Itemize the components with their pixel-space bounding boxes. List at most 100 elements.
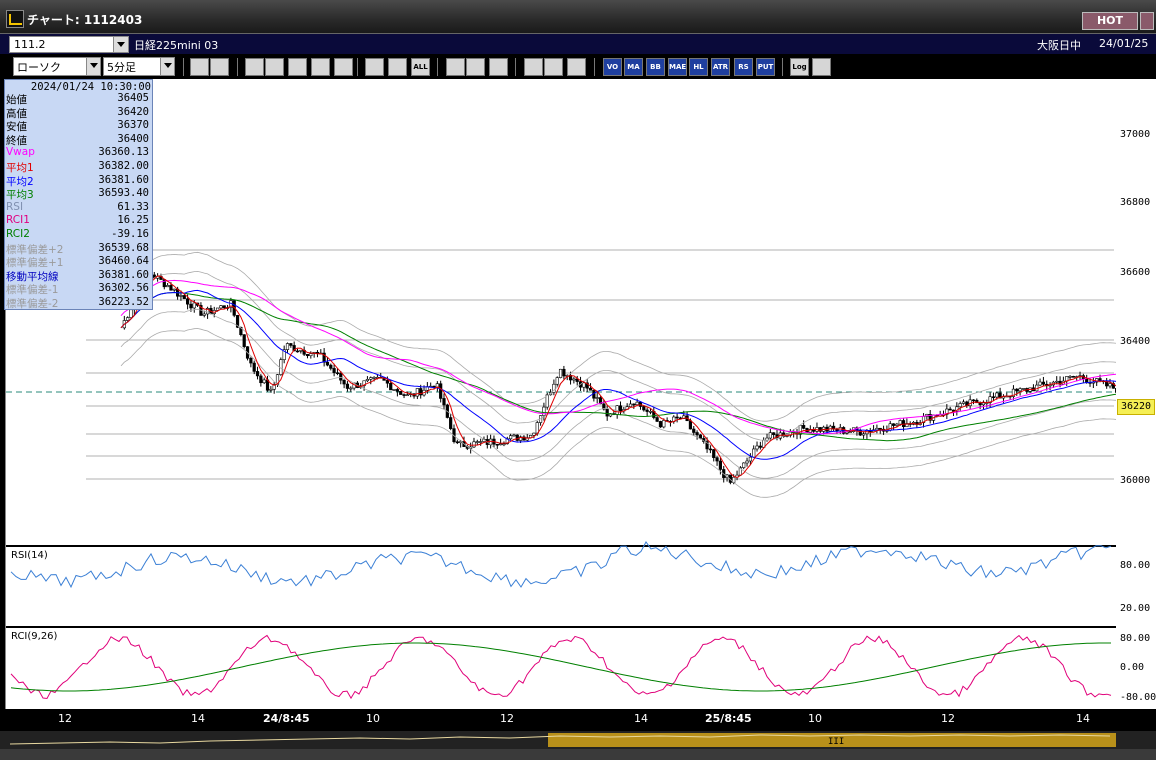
symbol-bar: 日経225mini 03 大阪日中 24/01/25 <box>0 34 1156 54</box>
time-label: 12 <box>500 712 514 725</box>
info-label: 平均2 <box>6 175 34 188</box>
candle-body <box>535 422 539 434</box>
info-value: 36223.52 <box>98 296 149 308</box>
zoom-in-tool-button[interactable]: zoom-in <box>190 58 209 76</box>
info-value: 36593.40 <box>98 187 149 200</box>
candle-body <box>189 303 193 309</box>
candle-body <box>405 394 409 397</box>
candle-body <box>605 408 609 417</box>
candle-body <box>688 420 693 430</box>
candle-body <box>542 406 546 416</box>
window-close-button[interactable] <box>1140 12 1154 30</box>
info-row: 平均1 36382.00 <box>5 160 151 174</box>
candle-body <box>1068 376 1072 378</box>
cross-tool-button[interactable]: cross <box>288 58 307 76</box>
time-label: 24/8:45 <box>263 712 310 725</box>
atr-tool-button[interactable]: ATR <box>711 58 730 76</box>
grid-tool-button[interactable]: grid <box>334 58 353 76</box>
candle-body <box>239 327 243 335</box>
bollinger-band-line <box>120 270 1117 441</box>
candle-body <box>572 378 576 381</box>
bar-a-tool-button[interactable]: bar-a <box>365 58 384 76</box>
candle-body <box>392 389 396 391</box>
chevron-down-icon[interactable] <box>160 58 174 75</box>
palette-tool-button[interactable]: palette <box>567 58 586 76</box>
candle-body <box>162 279 166 288</box>
current-date: 24/01/25 <box>1099 37 1149 50</box>
info-label: 終値 <box>6 134 27 147</box>
hl-tool-button[interactable]: HL <box>689 58 708 76</box>
info-label: 標準偏差-2 <box>6 298 59 310</box>
export-tool-button[interactable]: export <box>812 58 831 76</box>
candle-body <box>1018 388 1022 392</box>
info-value: 36539.68 <box>98 241 149 254</box>
candle-body <box>628 403 633 407</box>
hot-button[interactable]: HOT <box>1082 12 1138 30</box>
info-value: -39.16 <box>111 228 149 240</box>
price-axis <box>1116 79 1156 709</box>
history-scrollbar[interactable]: III <box>0 731 1156 749</box>
rci-level-label: 0.00 <box>1120 662 1145 673</box>
candle-body <box>905 423 909 428</box>
chart-type-select[interactable]: ローソク <box>13 57 101 76</box>
pencil-tool-button[interactable]: pencil <box>446 58 465 76</box>
candle-body <box>325 362 330 366</box>
candle-body <box>901 420 906 428</box>
scroll-tool-button[interactable]: scroll <box>210 58 229 76</box>
candle-body <box>452 428 456 443</box>
time-label: 10 <box>366 712 380 725</box>
candle-body <box>1011 388 1016 397</box>
all-tool-button[interactable]: ALL <box>411 58 430 76</box>
candle-body <box>595 397 599 399</box>
rs-tool-button[interactable]: RS <box>734 58 753 76</box>
candle-body <box>385 380 390 384</box>
interval-value: 5分足 <box>107 61 136 74</box>
candle-body <box>708 448 713 451</box>
candle-body <box>991 396 996 399</box>
toolbar-separator <box>782 58 783 76</box>
mark-down-tool-button[interactable]: mark-down <box>245 58 264 76</box>
log-tool-button[interactable]: Log <box>790 58 809 76</box>
candle-body <box>588 387 593 391</box>
info-label: 始値 <box>6 94 27 106</box>
mae-tool-button[interactable]: MAE <box>668 58 687 76</box>
candle-body <box>1055 380 1059 383</box>
candle-body <box>598 397 603 405</box>
interval-select[interactable]: 5分足 <box>103 57 175 76</box>
candle-body <box>658 421 663 428</box>
select-tool-button[interactable]: select <box>311 58 330 76</box>
candle-body <box>655 417 659 422</box>
ma-tool-button[interactable]: MA <box>624 58 643 76</box>
bollinger-band-line <box>120 308 1117 479</box>
candle-body <box>818 427 822 432</box>
candle-body <box>169 285 173 291</box>
toolbar-separator <box>594 58 595 76</box>
candle-body <box>975 399 979 404</box>
time-label: 12 <box>941 712 955 725</box>
bar-b-tool-button[interactable]: bar-b <box>388 58 407 76</box>
vo-tool-button[interactable]: VO <box>603 58 622 76</box>
chart-area[interactable] <box>5 79 1119 709</box>
draw-tool-button[interactable]: draw <box>489 58 508 76</box>
candle-body <box>282 349 286 360</box>
scroll-thumb-grip[interactable]: III <box>828 737 844 747</box>
wrench-tool-button[interactable]: wrench <box>544 58 563 76</box>
candle-body <box>442 398 446 406</box>
chevron-down-icon[interactable] <box>86 58 100 75</box>
arrow-tool-button[interactable]: arrow <box>466 58 485 76</box>
chevron-down-icon[interactable] <box>113 37 128 52</box>
price-axis-label: 36000 <box>1120 475 1151 486</box>
put-tool-button[interactable]: PUT <box>756 58 775 76</box>
bb-tool-button[interactable]: BB <box>646 58 665 76</box>
candle-body <box>768 432 772 439</box>
info-label: 平均1 <box>6 162 34 174</box>
info-value: 16.25 <box>117 214 149 227</box>
candle-body <box>552 383 556 393</box>
candle-body <box>635 401 639 405</box>
symbol-select[interactable]: 111.2 <box>9 36 129 53</box>
candle-body <box>192 302 196 309</box>
tools-tool-button[interactable]: tools <box>524 58 543 76</box>
info-value: 36360.13 <box>98 146 149 159</box>
info-label: RCI2 <box>6 228 30 240</box>
zoom-tool-button[interactable]: zoom <box>265 58 284 76</box>
